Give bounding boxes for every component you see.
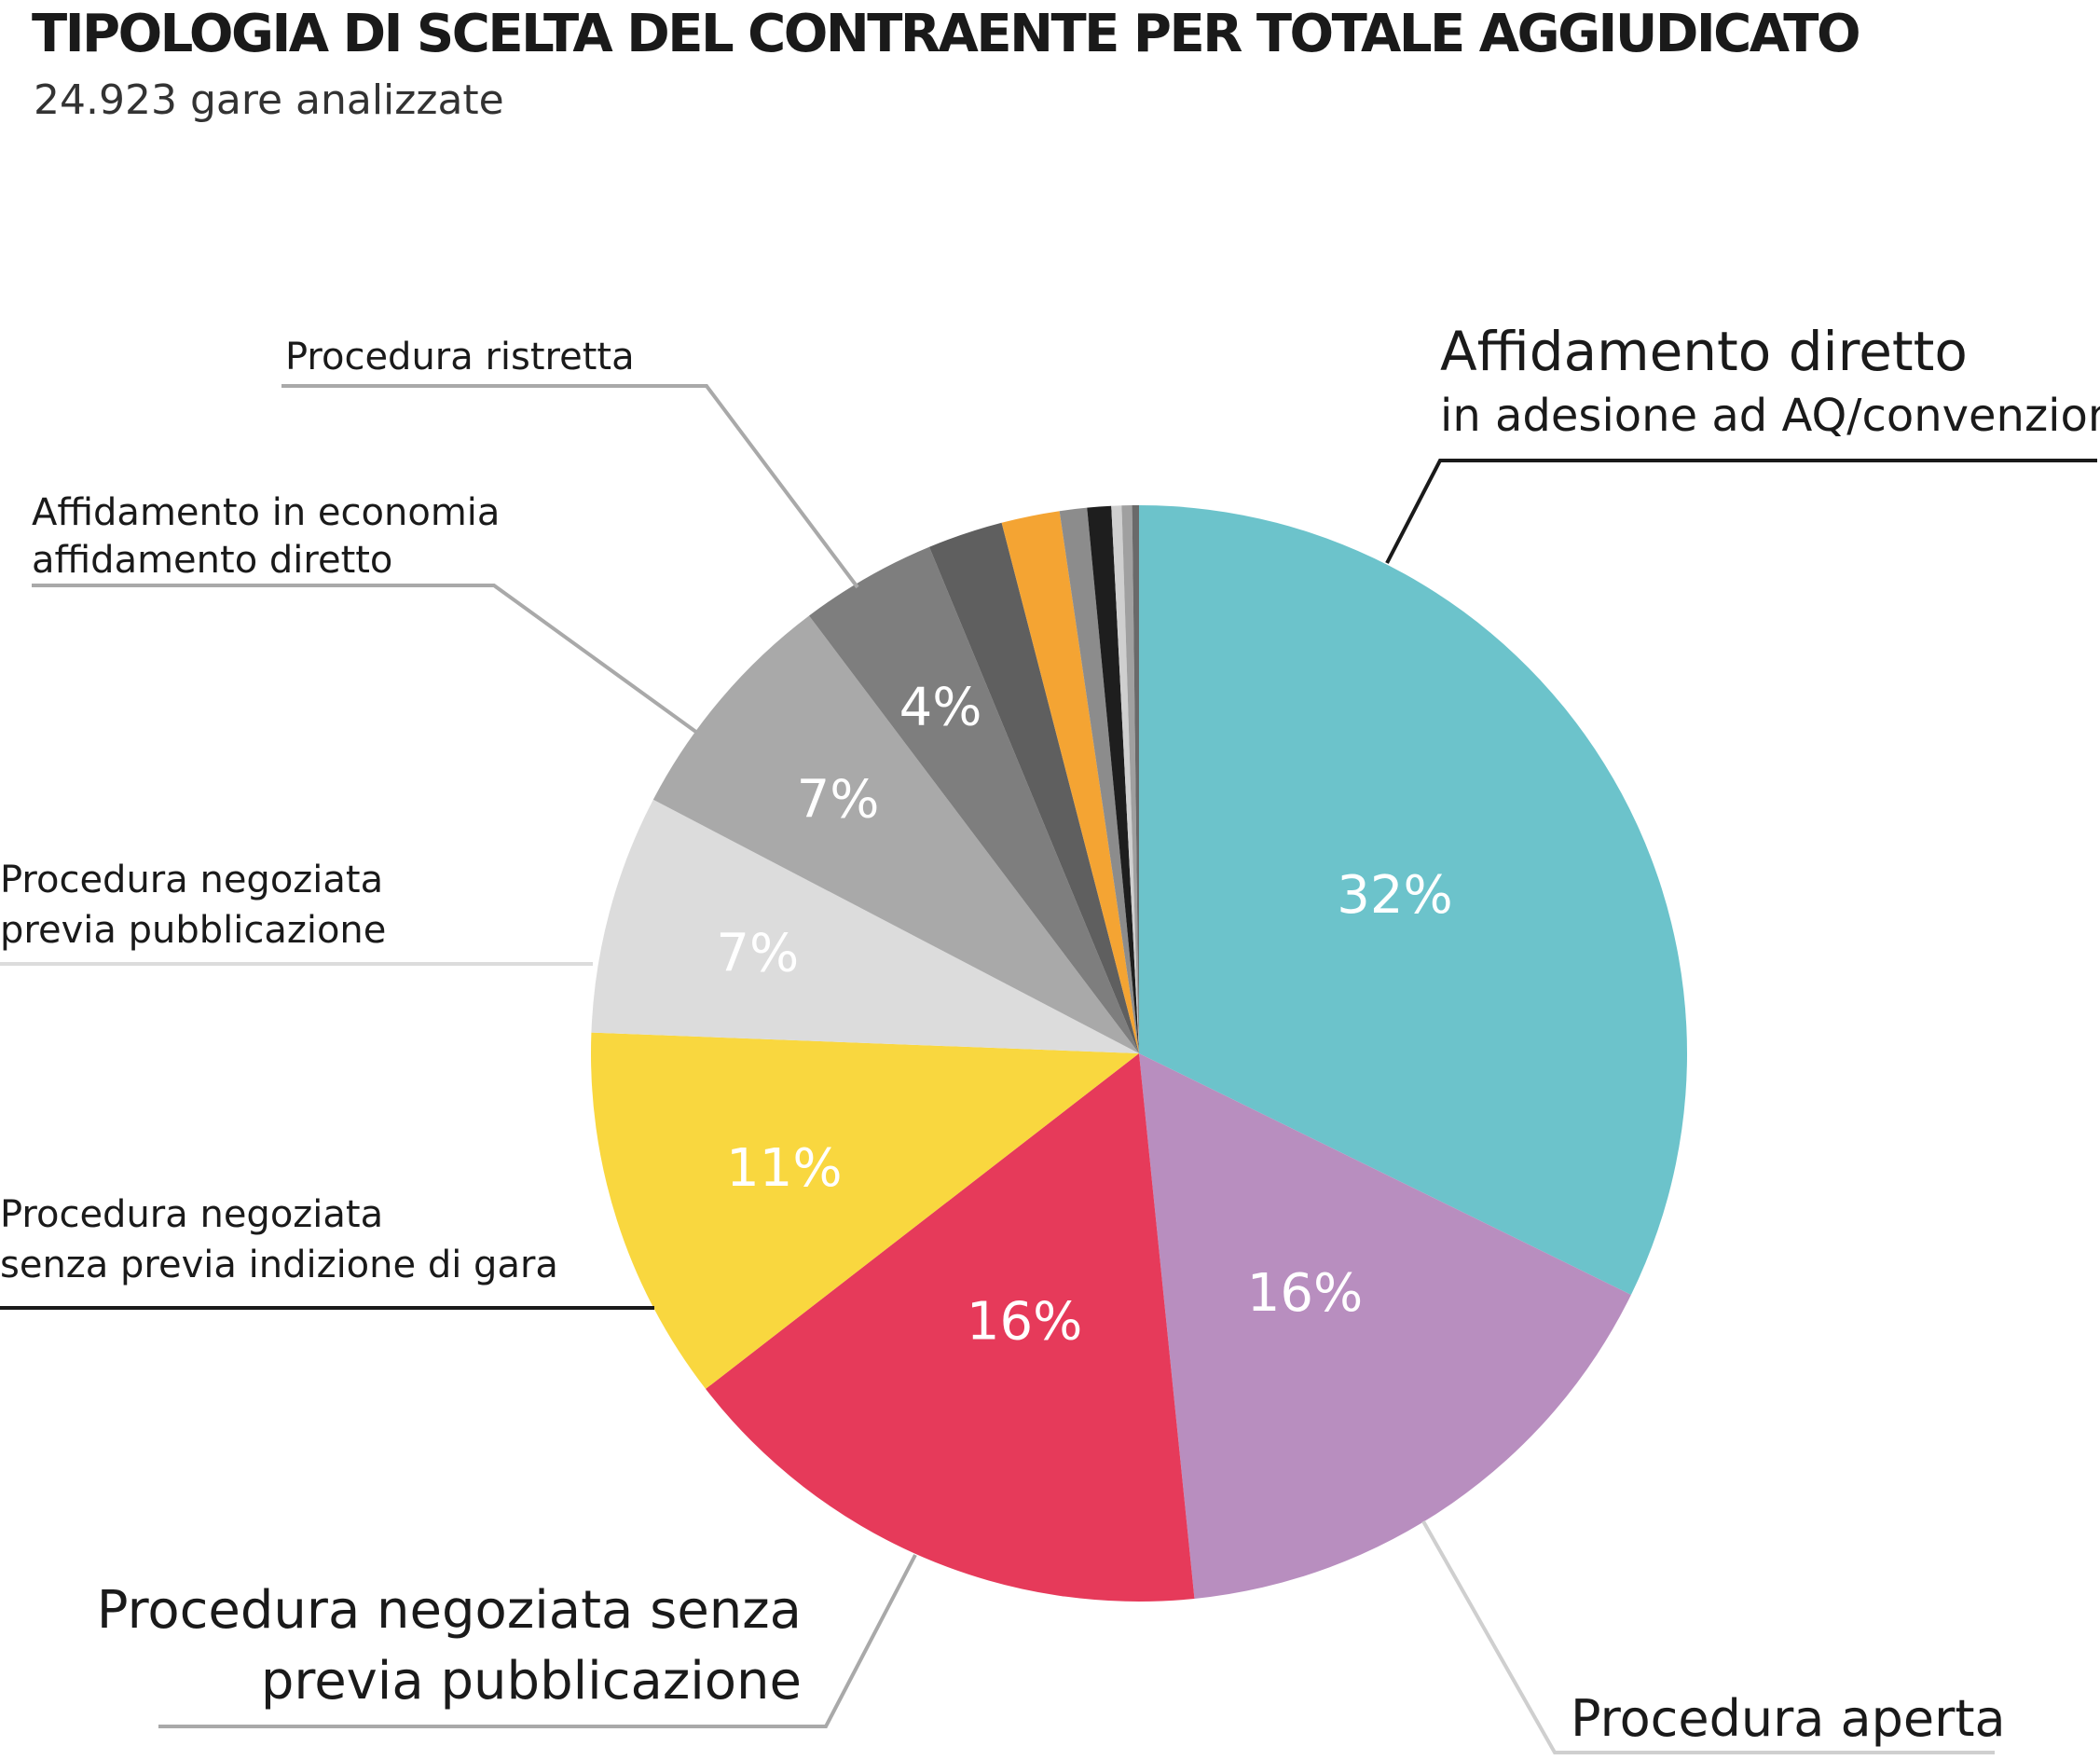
category-label: Procedura ristretta xyxy=(285,336,635,378)
pie-percent-labels: 32% 16% 16% 11% 7% 7% 4% xyxy=(716,677,1452,1352)
pie-slice-2 xyxy=(706,1053,1195,1602)
slice-percent-label: 11% xyxy=(726,1138,842,1199)
leader-line xyxy=(158,1554,917,1728)
pie-slice-10 xyxy=(1087,505,1139,1053)
slice-percent-label: 7% xyxy=(716,923,799,983)
category-label: Procedura negoziata xyxy=(0,1193,383,1236)
category-label: Procedura aperta xyxy=(1571,1689,2006,1748)
pie-slice-4 xyxy=(591,799,1139,1053)
category-label: Affidamento diretto xyxy=(1440,320,1968,383)
pie-slice-11 xyxy=(1111,505,1139,1053)
pie-slice-13 xyxy=(1132,505,1139,1053)
slice-percent-label: 16% xyxy=(967,1291,1082,1352)
pie-slice-5 xyxy=(652,615,1139,1053)
category-label: senza previa indizione di gara xyxy=(0,1244,558,1286)
pie-slice-12 xyxy=(1121,505,1139,1053)
pie-slice-6 xyxy=(809,546,1139,1053)
chart-title: TIPOLOGIA DI SCELTA DEL CONTRAENTE PER T… xyxy=(32,4,1861,64)
leader-line xyxy=(1385,459,2097,564)
slice-percent-label: 4% xyxy=(899,677,982,737)
leader-lines xyxy=(0,384,2097,1754)
chart-subtitle: 24.923 gare analizzate xyxy=(34,76,504,124)
category-label: Affidamento in economia xyxy=(32,491,500,534)
slice-percent-label: 32% xyxy=(1337,865,1452,926)
pie-slice-7 xyxy=(928,522,1139,1053)
category-label: Procedura negoziata senza xyxy=(97,1580,802,1641)
category-labels: Affidamento diretto in adesione ad AQ/con… xyxy=(0,320,2100,1748)
leader-line xyxy=(281,384,859,589)
category-label: previa pubblicazione xyxy=(0,909,386,952)
category-label: Procedura negoziata xyxy=(0,859,383,901)
slice-percent-label: 7% xyxy=(797,769,880,830)
category-label: in adesione ad AQ/convenzione xyxy=(1440,390,2100,442)
category-label: previa pubblicazione xyxy=(261,1651,802,1712)
pie-slice-3 xyxy=(590,1032,1139,1389)
category-label: affidamento diretto xyxy=(32,539,392,582)
pie-slice-8 xyxy=(1001,511,1139,1053)
pie-slice-0 xyxy=(1139,505,1688,1295)
leader-line xyxy=(32,584,699,735)
pie-slice-1 xyxy=(1139,1053,1631,1599)
slice-percent-label: 16% xyxy=(1247,1263,1363,1324)
pie-slice-9 xyxy=(1059,507,1139,1053)
pie-slices xyxy=(590,505,1688,1602)
leader-line xyxy=(1421,1520,1995,1754)
